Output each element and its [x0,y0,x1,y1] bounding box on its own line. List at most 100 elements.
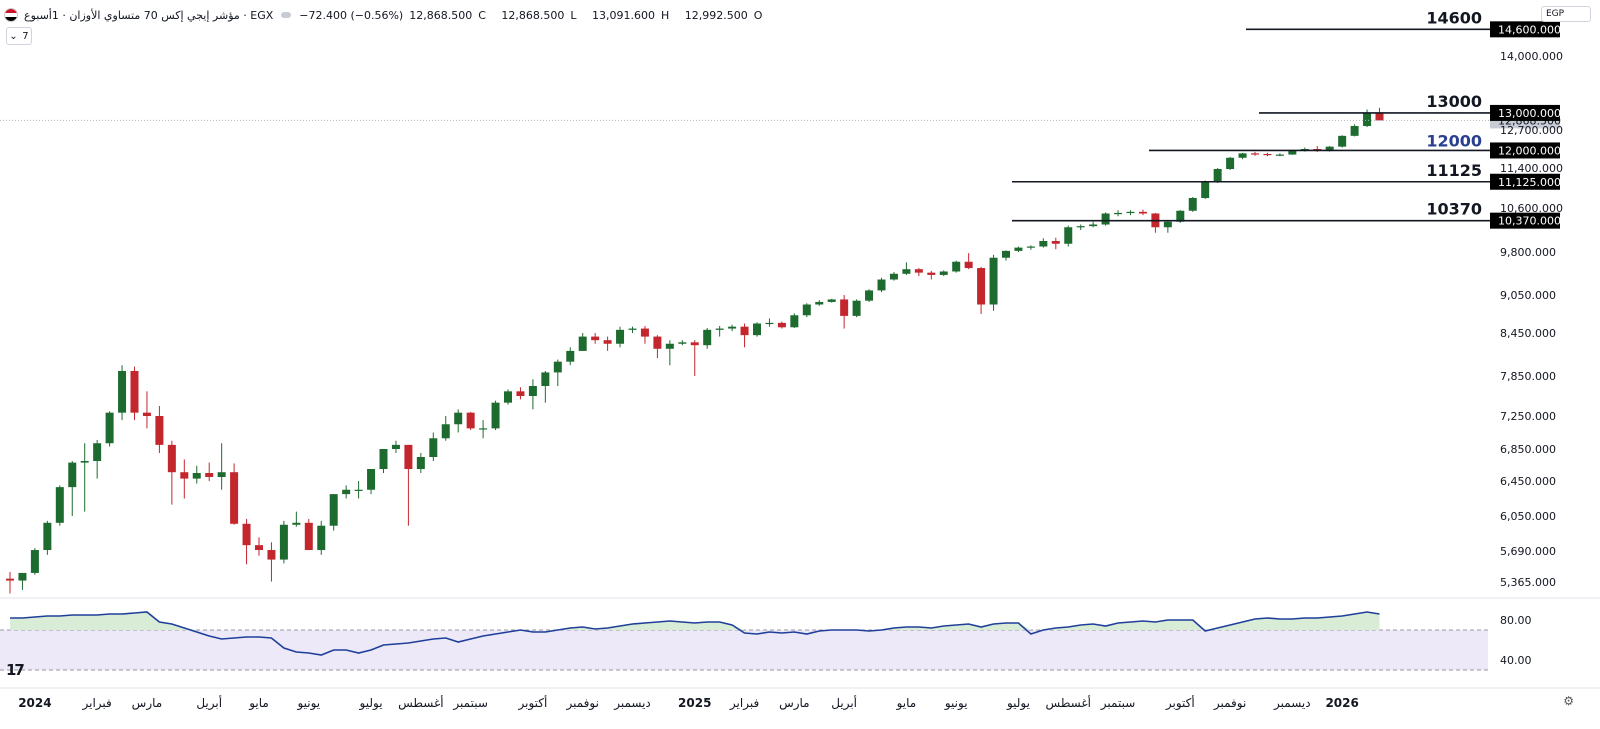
candle-body [491,402,500,429]
candle-body [927,272,936,275]
candle-body [777,322,786,328]
candle-body [1188,198,1197,211]
candle-body [1275,154,1284,156]
candle-body [1363,112,1372,127]
level-axis-label: 12,000.000 [1498,144,1561,157]
candle-body [342,489,351,495]
candle-body [279,524,288,560]
candle-body [516,391,525,396]
level-label: 10370 [1426,200,1482,219]
currency-label[interactable]: EGP [1541,6,1591,22]
time-tick-label: 2026 [1325,696,1358,710]
candle-body [142,412,151,416]
candle-body [317,525,326,551]
candle-body [255,545,263,551]
level-axis-label: 10,370.000 [1498,215,1561,228]
time-tick-label: 2025 [678,696,711,710]
time-tick-label: ديسمبر [1273,696,1311,711]
candle-body [1213,169,1222,182]
candle-body [118,370,127,413]
candles [6,107,1384,594]
symbol-title[interactable]: مؤشر إيجي إكس 70 متساوي الأوزان · 1أسبوع… [24,8,274,22]
candle-body [541,372,550,386]
indicators-toggle[interactable]: ⌄ 7 [6,27,32,45]
candle-body [753,323,761,336]
candle-body [454,412,463,425]
candle-body [989,257,998,305]
candle-body [1039,241,1048,247]
candle-body [404,444,413,469]
price-tick-label: 6,050.000 [1500,510,1556,523]
candle-body [1051,241,1060,244]
price-tick-label: 9,050.000 [1500,289,1556,302]
level-axis-label: 13,000.000 [1498,107,1561,120]
candle-body [591,336,600,341]
candle-body [1138,211,1147,214]
time-tick-label: مايو [896,696,917,711]
candle-body [367,469,376,490]
candle-body [827,299,836,302]
time-tick-label: أغسطس [1046,695,1091,711]
candle-body [1288,150,1297,155]
candle-body [267,550,276,560]
candle-body [504,391,512,403]
candle-body [1350,126,1359,136]
indicator-count: 7 [22,30,29,42]
candle-body [616,329,625,344]
candle-body [429,438,438,457]
candle-body [6,578,14,581]
rsi-overbought-fill [10,612,1380,630]
candle-body [242,523,251,546]
candle-body [479,428,488,430]
tradingview-logo-icon[interactable]: 17 [6,661,25,679]
chevron-down-icon: ⌄ [9,30,18,42]
candle-body [578,336,587,351]
time-tick-label: أكتوبر [1165,695,1195,711]
time-tick-label: فبراير [729,696,759,711]
candle-body [528,386,537,396]
price-tick-label: 10,600.000 [1500,202,1563,215]
candle-body [1126,211,1135,214]
candle-body [715,328,724,330]
candle-body [30,550,39,573]
candle-body [889,273,898,280]
candle-body [1201,181,1210,198]
rsi-tick-label: 40.00 [1500,654,1532,667]
time-tick-label: يونيو [296,696,320,711]
candle-body [964,261,973,269]
candle-body [865,290,874,301]
candle-body [329,494,338,526]
time-tick-label: ديسمبر [613,696,651,711]
time-tick-label: 2024 [18,696,51,710]
price-tick-label: 12,700.000 [1500,124,1563,137]
gear-icon[interactable]: ⚙ [1563,694,1574,708]
candle-body [192,473,201,479]
candle-body [1263,153,1272,156]
candle-body [790,315,799,328]
price-tick-label: 11,400.000 [1500,162,1563,175]
rsi-tick-label: 80.00 [1500,614,1532,627]
candle-body [292,522,301,525]
candle-body [603,340,612,344]
candle-body [840,299,849,316]
candle-body [665,343,674,349]
candle-body [1076,226,1085,228]
price-change: −72.400 (−0.56%) [299,8,404,22]
ohlc-high: 13,091.600 H [592,8,670,22]
candle-body [852,300,861,316]
candle-body [304,522,313,551]
candle-body [1163,221,1172,228]
candle-body [18,572,27,581]
candle-body [1014,247,1023,251]
candle-body [391,444,400,449]
candle-body [441,424,450,439]
candle-body [1375,113,1384,121]
time-tick-label: فبراير [82,696,112,711]
candle-body [155,416,164,445]
candle-body [902,269,911,274]
time-tick-label: يوليو [359,696,383,711]
candle-body [130,370,139,413]
candle-body [914,269,923,273]
price-tick-label: 9,800.000 [1500,246,1556,259]
